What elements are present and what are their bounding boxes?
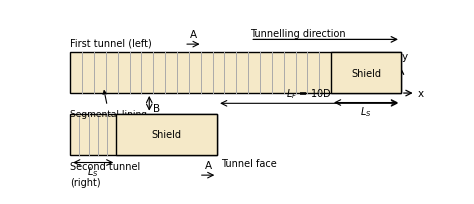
Bar — [331, 53, 401, 94]
Text: A: A — [204, 161, 211, 171]
Text: $L_S$: $L_S$ — [360, 105, 372, 118]
Text: A: A — [190, 30, 197, 40]
Text: Shield: Shield — [351, 68, 381, 78]
Text: Second tunnel: Second tunnel — [70, 161, 140, 171]
Text: $L_S$: $L_S$ — [88, 164, 99, 178]
Bar — [70, 114, 217, 155]
Text: Shield: Shield — [152, 130, 182, 139]
Text: Segmental lining: Segmental lining — [70, 91, 147, 118]
Text: x: x — [418, 89, 424, 99]
Bar — [70, 53, 401, 94]
Text: Tunnelling direction: Tunnelling direction — [250, 29, 346, 39]
Text: (right): (right) — [70, 177, 101, 187]
Text: Tunnel face: Tunnel face — [221, 158, 277, 168]
Text: First tunnel (left): First tunnel (left) — [70, 38, 152, 48]
Text: B: B — [153, 104, 160, 113]
Text: $L_F$ = 10D: $L_F$ = 10D — [286, 87, 332, 101]
Text: y: y — [401, 52, 408, 62]
Bar — [116, 114, 217, 155]
